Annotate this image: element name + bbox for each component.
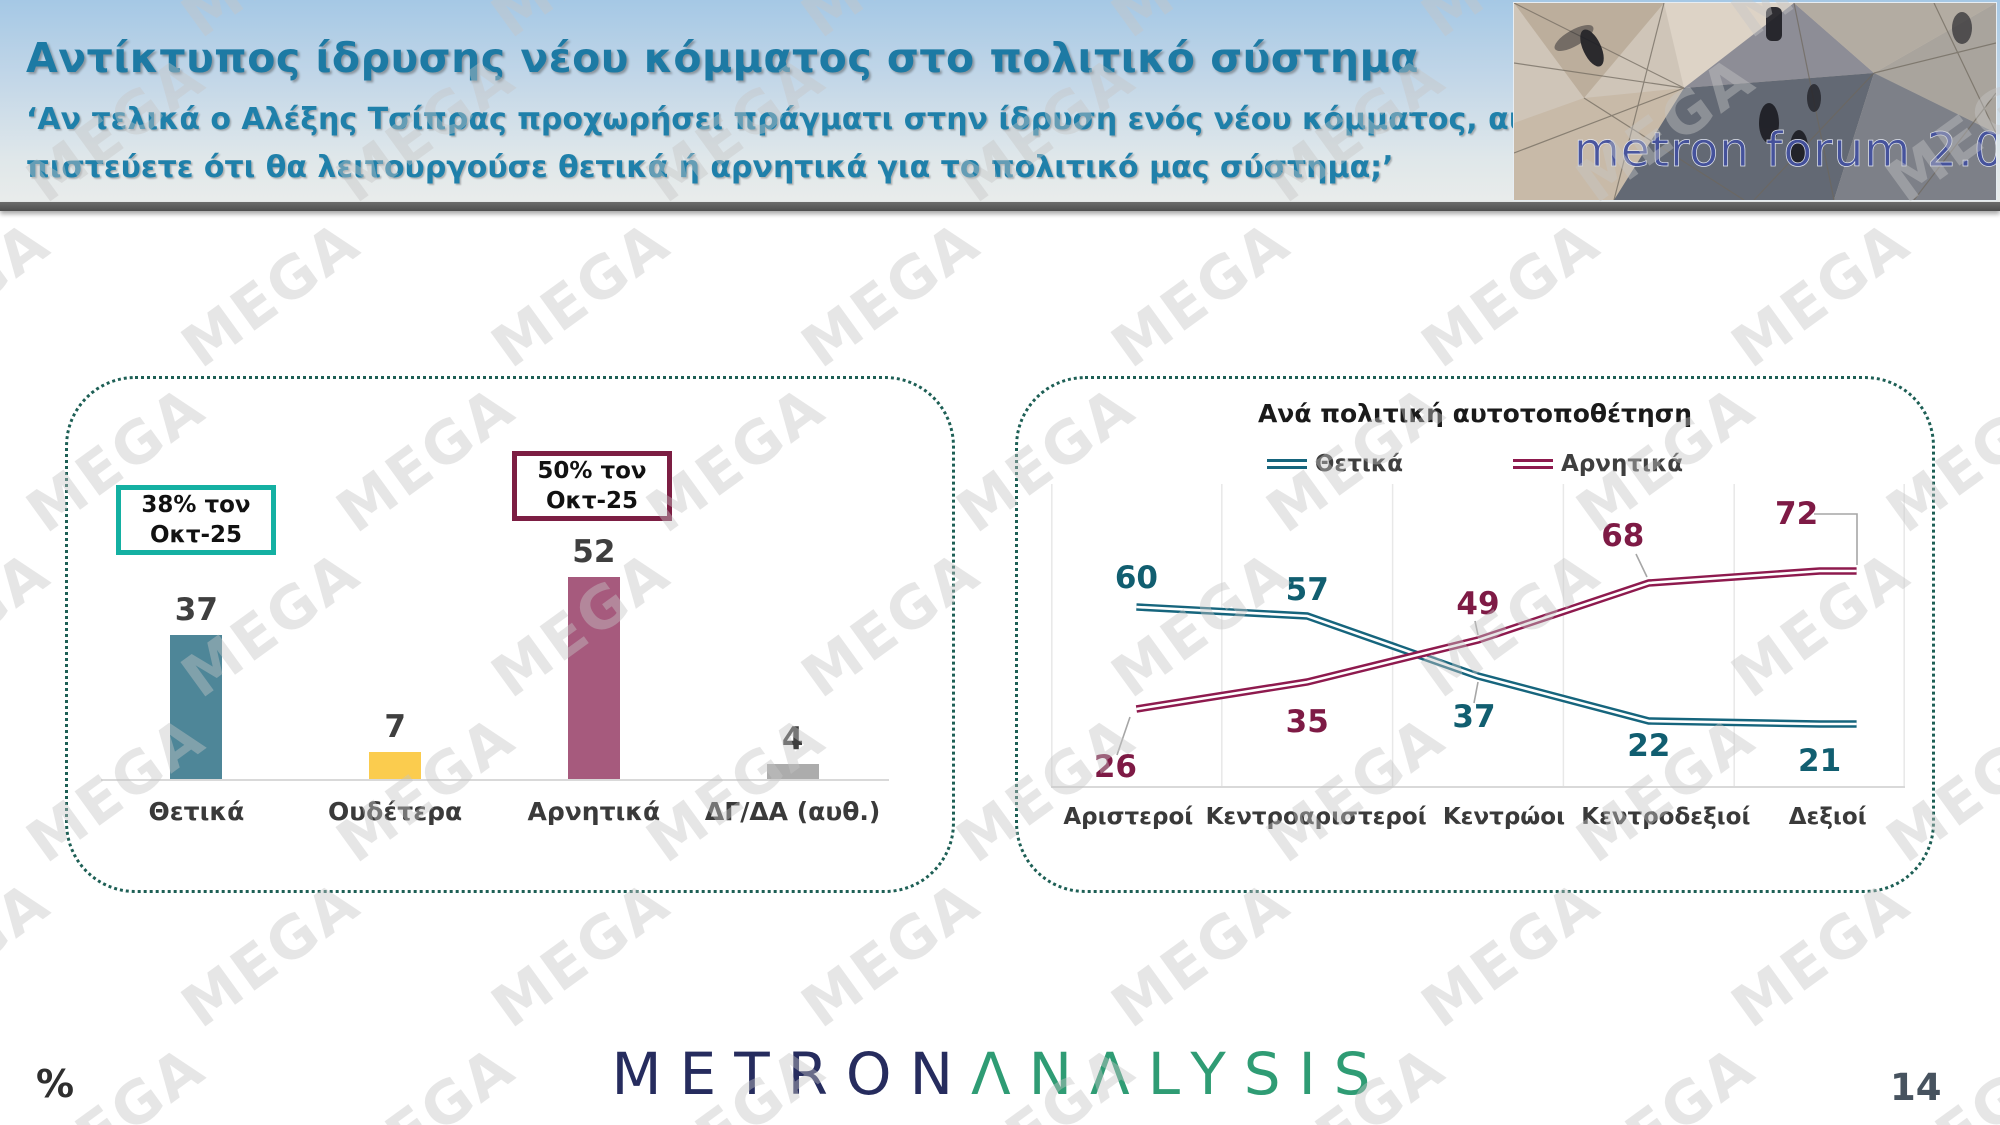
line-thetika-inner <box>1136 605 1857 726</box>
mega-watermark: MEGA <box>1099 867 1303 1041</box>
line-thetika <box>1136 603 1857 728</box>
mega-watermark: MEGA <box>0 207 63 381</box>
axis-label-kentrooi: Κεντρώοι <box>1442 804 1566 830</box>
mega-watermark: MEGA <box>1409 867 1613 1041</box>
legend-swatch-arnitika <box>1513 459 1554 469</box>
logo-metron: METRON <box>611 1040 971 1108</box>
line-chart-categories: Αριστεροί Κεντροαριστεροί Κεντρώοι Κεντρ… <box>1051 804 1905 830</box>
mega-watermark: MEGA <box>1564 1032 1768 1125</box>
mega-watermark: MEGA <box>0 537 63 711</box>
callout-line-2: Οκτ-25 <box>149 522 243 548</box>
axis-label-dexioi: Δεξιοί <box>1788 804 1867 830</box>
metron-analysis-logo: METRONΛNΛLYSIS <box>612 1040 1389 1108</box>
category-label-arnitika: Αρνητικά <box>527 797 661 826</box>
mega-watermark: MEGA <box>1409 207 1613 381</box>
callout-line-1: 50% τον <box>537 458 647 484</box>
legend-swatch-thetika <box>1266 459 1307 469</box>
mega-watermark: MEGA <box>169 867 373 1041</box>
value-label-arnitika-dexioi: 72 <box>1775 496 1818 532</box>
value-label-arnitika-kentroaristeroi: 35 <box>1286 704 1329 740</box>
category-label-oudetera: Ουδέτερα <box>328 797 463 826</box>
line-chart-legend: Θετικά Αρνητικά <box>1018 451 1932 477</box>
bar-group-dgda: 4 <box>693 379 892 779</box>
bar-oudetera <box>369 751 422 779</box>
bar-group-oudetera: 7 <box>296 379 495 779</box>
page-title: Αντίκτυπος ίδρυσης νέου κόμματος στο πολ… <box>26 34 1419 82</box>
legend-item-thetika: Θετικά <box>1266 451 1404 477</box>
axis-label-kentroaristeroi: Κεντροαριστεροί <box>1205 804 1427 830</box>
bar-chart-categories: Θετικά Ουδέτερα Αρνητικά ΔΓ/ΔΑ (αυθ.) <box>97 797 892 826</box>
subtitle-line-1: ‘Αν τελικά ο Αλέξης Τσίπρας προχωρήσει π… <box>26 102 1569 137</box>
value-label-thetika-kentroaristeroi: 57 <box>1286 572 1329 608</box>
mega-watermark: MEGA <box>789 207 993 381</box>
mega-watermark: MEGA <box>479 867 683 1041</box>
label-leader-lines <box>1116 513 1858 756</box>
legend-label-arnitika: Αρνητικά <box>1561 451 1684 477</box>
people-silhouettes <box>1554 7 1972 166</box>
mega-watermark: MEGA <box>789 867 993 1041</box>
vertical-gridlines <box>1051 484 1905 787</box>
page-subtitle: ‘Αν τελικά ο Αλέξης Τσίπρας προχωρήσει π… <box>26 96 1569 192</box>
bar-chart-axis-line <box>101 779 889 781</box>
percent-unit-label: % <box>36 1062 75 1106</box>
callout-line-1: 38% τον <box>141 492 251 518</box>
metron-forum-logo-text: metron forum 2.0 <box>1574 123 1996 178</box>
value-label-arnitika-kentrooi: 49 <box>1456 586 1499 622</box>
legend-item-arnitika: Αρνητικά <box>1513 451 1683 477</box>
mega-watermark: MEGA <box>1719 207 1923 381</box>
category-label-thetika: Θετικά <box>148 797 245 826</box>
metron-forum-logo: metron forum 2.0 <box>1513 2 2000 201</box>
value-label-thetika-dexioi: 21 <box>1798 743 1841 779</box>
callout-line-2: Οκτ-25 <box>545 488 639 514</box>
data-labels: 60 57 37 22 21 26 35 49 68 72 <box>1094 496 1841 785</box>
value-label-arnitika-aristeroi: 26 <box>1094 749 1137 785</box>
page-number: 14 <box>1890 1066 1942 1109</box>
axis-label-kentrodexioi: Κεντροδεξιοί <box>1581 804 1751 830</box>
bar-arnitika <box>567 577 620 779</box>
subtitle-line-2: πιστεύετε ότι θα λειτουργούσε θετικά ή α… <box>26 150 1394 185</box>
bar-value-label: 52 <box>572 534 616 571</box>
bar-chart-plot: 37 7 52 4 <box>97 379 892 779</box>
value-label-thetika-kentrodexioi: 22 <box>1627 728 1670 764</box>
mega-watermark: MEGA <box>1099 207 1303 381</box>
line-chart-plot: 60 57 37 22 21 26 35 49 68 72 <box>1051 484 1905 788</box>
line-chart-title: Ανά πολιτική αυτοτοποθέτηση <box>1257 399 1693 428</box>
bar-value-label: 7 <box>384 708 406 745</box>
callout-38-percent: 38% τον Οκτ-25 <box>116 485 276 555</box>
header: Αντίκτυπος ίδρυσης νέου κόμματος στο πολ… <box>0 0 2000 202</box>
line-arnitika-inner <box>1136 569 1857 711</box>
bar-value-label: 4 <box>781 720 804 757</box>
value-label-thetika-kentrooi: 37 <box>1452 699 1495 735</box>
mega-watermark: MEGA <box>169 207 373 381</box>
mega-watermark: MEGA <box>324 1032 528 1125</box>
mega-watermark: MEGA <box>479 207 683 381</box>
metron-forum-logo-image: metron forum 2.0 <box>1513 2 2000 201</box>
bar-group-thetika: 37 <box>97 379 296 779</box>
header-divider <box>0 202 2000 211</box>
legend-label-thetika: Θετικά <box>1314 451 1404 477</box>
bar-thetika <box>170 635 223 779</box>
bar-group-arnitika: 52 <box>495 379 694 779</box>
line-chart-panel: Ανά πολιτική αυτοτοποθέτηση Θετικά Αρνητ… <box>1015 376 1935 893</box>
mega-watermark: MEGA <box>0 867 63 1041</box>
mega-watermark: MEGA <box>1719 867 1923 1041</box>
bar-chart-panel: 37 7 52 4 Θετικά Ουδέτερα Αρνητικά ΔΓ/ΔΑ… <box>65 376 955 893</box>
axis-label-aristeroi: Αριστεροί <box>1063 804 1194 830</box>
bar-value-label: 37 <box>174 592 218 629</box>
logo-analysis: ΛNΛLYSIS <box>970 1040 1389 1108</box>
bar-dgda <box>766 763 819 779</box>
value-label-arnitika-kentrodexioi: 68 <box>1601 518 1644 554</box>
value-label-thetika-aristeroi: 60 <box>1115 560 1158 596</box>
callout-50-percent: 50% τον Οκτ-25 <box>512 451 672 521</box>
category-label-dgda: ΔΓ/ΔΑ (αυθ.) <box>704 797 881 826</box>
